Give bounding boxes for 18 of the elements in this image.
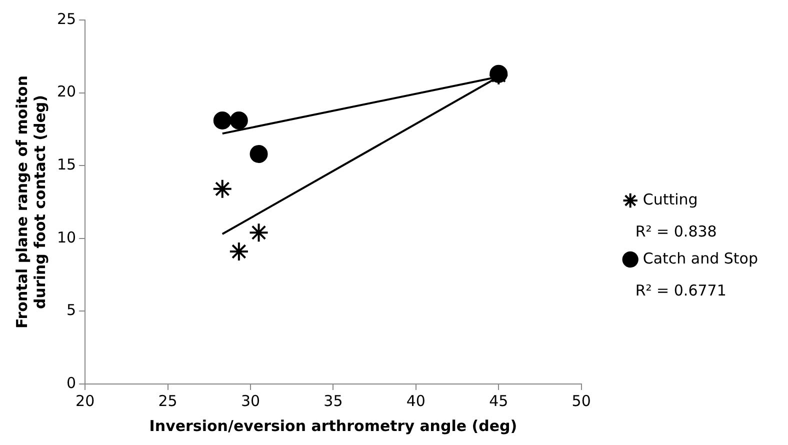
x-axis-title: Inversion/eversion arthrometry angle (deg) [149,416,518,435]
y-tick-label: 5 [66,301,76,320]
y-tick-label: 10 [56,228,76,246]
x-tick-label: 25 [158,392,178,410]
y-tick-label: 20 [56,82,76,101]
y-tick-label: 15 [56,155,76,174]
x-tick-label: 45 [489,392,508,410]
x-tick-label: 35 [324,392,343,410]
y-axis-title: Frontal plane range of moiton during foot contact (deg) [12,75,49,329]
legend-label: Cutting [642,190,698,208]
text: R² = 0.6771 [635,281,726,300]
y-tick-label: 25 [56,10,76,28]
x-tick-label: 30 [240,392,260,410]
legend-label: Catch and Stop [642,249,758,268]
x-tick-label: 40 [406,392,426,410]
text: R² = 0.838 [635,222,717,240]
x-tick-label: 50 [572,392,591,410]
y-tick-label: 0 [66,374,76,392]
